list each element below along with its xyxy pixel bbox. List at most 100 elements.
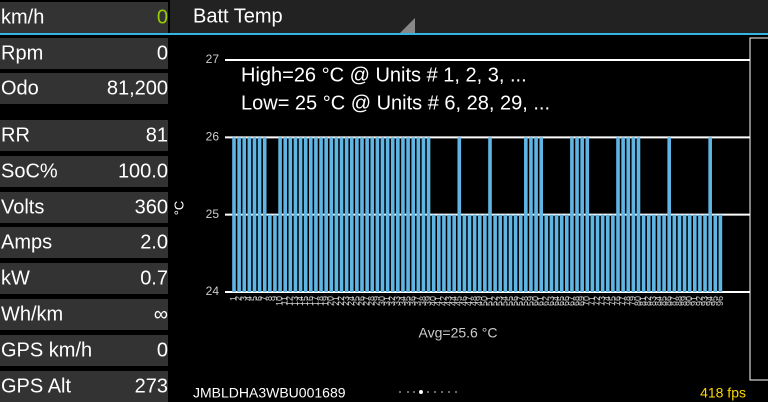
header-bar (170, 0, 768, 33)
bar (483, 214, 487, 292)
bar (621, 137, 625, 292)
bar (713, 214, 718, 292)
x-tick-label: 84 (653, 296, 663, 306)
row-bg (0, 192, 168, 223)
bar (698, 214, 702, 292)
bar (580, 137, 584, 292)
bar (477, 214, 482, 292)
x-tick-label: 59 (525, 296, 535, 306)
bar (513, 214, 518, 292)
bar (575, 137, 579, 292)
x-tick-label: 77 (617, 296, 627, 306)
bar (411, 137, 415, 292)
y-tick-label: 27 (206, 52, 220, 66)
bar (641, 214, 646, 292)
bar (493, 214, 497, 292)
bar (488, 137, 492, 292)
x-tick-label: 17 (310, 296, 320, 306)
bar (544, 214, 549, 292)
bar (273, 214, 277, 292)
x-tick-label: 70 (582, 296, 592, 306)
x-tick-label: 37 (413, 296, 423, 306)
x-tick-label: 54 (500, 296, 510, 306)
x-tick-label: 61 (536, 296, 546, 306)
bar (518, 214, 523, 292)
x-tick-label: 41 (433, 296, 443, 306)
x-tick-label: 33 (392, 296, 402, 306)
x-tick-label: 24 (346, 296, 356, 306)
annotation-low: Low= 25 °C @ Units # 6, 28, 29, ... (241, 92, 550, 114)
x-tick-label: 95 (710, 296, 720, 306)
row-bg (0, 73, 168, 104)
bar (278, 137, 282, 292)
x-tick-label: 62 (541, 296, 551, 306)
row-value: 360 (135, 196, 168, 218)
x-tick-label: 52 (489, 296, 499, 306)
x-tick-label: 73 (597, 296, 607, 306)
bar (652, 214, 656, 292)
x-tick-label: 7 (259, 296, 269, 301)
bar (416, 137, 421, 292)
bar (600, 214, 605, 292)
x-tick-label: 16 (305, 296, 315, 306)
bar (672, 214, 677, 292)
x-tick-label: 20 (326, 296, 336, 306)
bar (268, 214, 272, 292)
x-tick-label: 39 (423, 296, 433, 306)
bar (703, 214, 707, 292)
bar (365, 137, 369, 292)
bar (252, 137, 257, 292)
x-tick-label: 60 (530, 296, 540, 306)
annotation-high: High=26 °C @ Units # 1, 2, 3, ... (241, 64, 527, 86)
bar (549, 214, 554, 292)
bar (314, 137, 318, 292)
x-tick-label: 78 (623, 296, 633, 306)
row-value: ∞ (154, 303, 168, 325)
x-tick-label: 21 (331, 296, 341, 306)
bar (503, 214, 508, 292)
x-tick-label: 96 (715, 296, 725, 306)
x-tick-label: 56 (510, 296, 520, 306)
bar (401, 137, 405, 292)
x-tick-label: 22 (336, 296, 346, 306)
row-label: Wh/km (1, 303, 63, 325)
row-value: 0 (157, 6, 168, 28)
row-label: Odo (1, 77, 39, 99)
x-tick-label: 49 (474, 296, 484, 306)
x-tick-label: 8 (264, 296, 274, 301)
row-bg (0, 263, 168, 294)
row-value: 81 (146, 124, 168, 146)
bar (283, 137, 287, 292)
x-tick-label: 72 (592, 296, 602, 306)
x-tick-label: 45 (454, 296, 464, 306)
bar (360, 137, 364, 292)
bar (426, 137, 431, 292)
bar (442, 214, 446, 292)
x-tick-label: 40 (428, 296, 438, 306)
bar (396, 137, 400, 292)
row-bg (0, 371, 168, 402)
bar (529, 137, 533, 292)
bar (693, 214, 697, 292)
bar (687, 214, 692, 292)
x-tick-label: 87 (669, 296, 679, 306)
x-tick-label: 90 (684, 296, 694, 306)
x-tick-label: 81 (638, 296, 648, 306)
x-tick-label: 94 (705, 296, 715, 306)
x-tick-label: 64 (551, 296, 561, 306)
row-bg (0, 38, 168, 69)
bar (257, 137, 262, 292)
x-tick-label: 1 (228, 296, 238, 301)
bar (682, 214, 687, 292)
bar (646, 214, 651, 292)
bar (421, 137, 426, 292)
x-tick-label: 58 (520, 296, 530, 306)
row-value: 81,200 (107, 77, 168, 99)
row-bg (0, 156, 168, 187)
bar (324, 137, 328, 292)
row-label: RR (1, 124, 30, 146)
x-tick-label: 68 (571, 296, 581, 306)
x-tick-label: 27 (361, 296, 371, 306)
bar (303, 137, 308, 292)
